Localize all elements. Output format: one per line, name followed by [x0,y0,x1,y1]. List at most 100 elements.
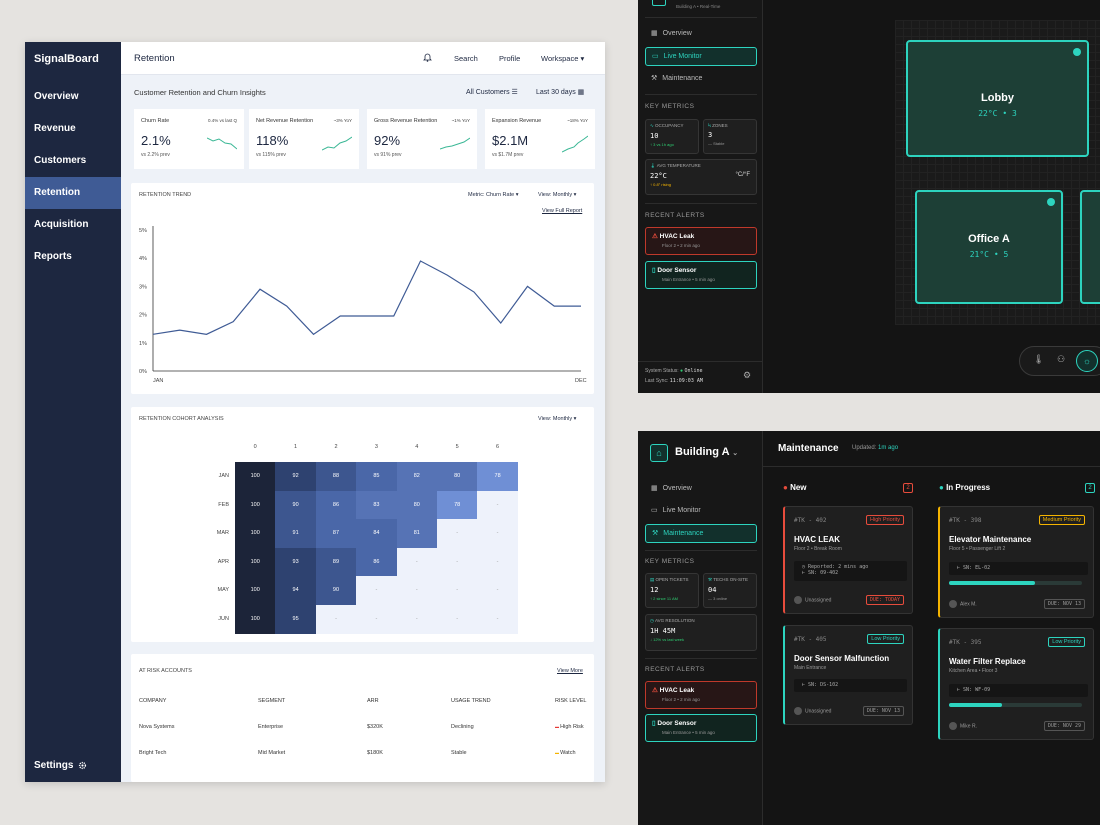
retention-trend-card: RETENTION TREND Metric: Churn Rate ▾ Vie… [131,183,594,394]
metric-techs: ⚒ TECHS ON-SITE 04 — 3 online [703,573,757,608]
cohort-cell: 100 [235,576,276,605]
metric-zones: ϟ ZONES 3 — Stable [703,119,757,154]
kpi-card-churn[interactable]: Churn Rate 0.4% vs last Q 2.1% vs 2.2% p… [134,109,244,169]
customer-filter[interactable]: All Customers ☰ [466,88,518,96]
bulb-icon[interactable]: ☼ [1076,350,1098,372]
maintenance-window: ⌂ Building A ⌄ ▦ Overview ▭ Live Monitor ⚒… [638,431,1100,825]
alert-door[interactable]: ▯ Door Sensor Main Entrance • 5 min ago [645,714,757,742]
y-tick-label: 0% [139,369,147,375]
alert-door[interactable]: ▯ Door Sensor Main Entrance • 5 min ago [645,261,757,289]
unit-toggle[interactable]: °C/°F [735,172,750,178]
sidebar-item-acquisition[interactable]: Acquisition [34,219,89,230]
trend-view-label: View: Monthly [538,192,573,198]
sparkline [440,137,470,150]
ticket-title: Door Sensor Malfunction [794,654,890,663]
page-title: Retention [134,53,175,64]
profile-link[interactable]: Profile [499,54,521,63]
room-status-dot [1073,48,1081,56]
view-full-report-link[interactable]: View Full Report [542,208,583,214]
nav-maintenance[interactable]: ⚒ Maintenance [645,69,757,88]
nav-overview[interactable]: ▦ Overview [645,24,757,43]
kpi-value: $2.1M [492,133,529,148]
table-cell: Stable [451,750,467,756]
room-office-a[interactable]: Office A 21°C • 5 [915,190,1063,304]
kpi-sub: vs 2.2% prev [141,152,170,158]
alert-hvac[interactable]: ⚠ HVAC Leak Floor 2 • 2 min ago [645,227,757,255]
cohort-view-dropdown[interactable]: View: Monthly ▾ [538,416,576,422]
risk-label: Watch [560,750,576,756]
cohort-cell: - [477,519,518,548]
view-more-link[interactable]: View More [557,668,583,674]
avatar [949,600,957,608]
divider [763,466,1100,467]
clock-icon: ◷ [802,564,806,570]
nav-maintenance-label: Maintenance [663,530,704,537]
nav-overview[interactable]: ▦ Overview [645,479,757,498]
metric-dropdown[interactable]: Metric: Churn Rate ▾ [468,192,518,198]
room-partial[interactable] [1080,190,1100,304]
room-lobby[interactable]: Lobby 22°C • 3 [906,40,1089,157]
users-icon[interactable]: ⚇ [1057,354,1066,364]
ticket-card[interactable]: #TK - 398 Medium Priority Elevator Maint… [938,506,1094,618]
ticket-details: ◷ Reported: 2 mins ago ⊢ SN: 09-402 [794,561,907,581]
last-sync: Last Sync: 11:09:03 AM [645,378,703,384]
ticket-id: #TK - 402 [794,517,827,524]
risk-label: High Risk [560,724,584,730]
kpi-card-nrr[interactable]: Net Revenue Retention ~3% YoY 118% vs 11… [249,109,359,169]
nav-live-monitor[interactable]: ▭ Live Monitor [645,501,757,520]
kpi-label: Gross Revenue Retention [374,118,438,124]
kpi-card-expansion[interactable]: Expansion Revenue ~18% YoY $2.1M vs $1.7… [485,109,595,169]
ticket-footer: Unassigned DUE: TODAY [794,595,904,605]
workspace-dropdown[interactable]: Workspace ▾ [541,54,584,63]
nav-live-monitor[interactable]: ▭ Live Monitor [645,47,757,66]
metric-value: 12 [650,586,659,594]
cohort-cell: - [477,547,518,577]
column-new-label: New [790,483,807,492]
ticket-details: ⊢ SN: WF-09 [949,684,1088,697]
settings-button[interactable]: Settings [34,760,87,771]
nav-maintenance[interactable]: ⚒ Maintenance [645,524,757,543]
thermometer-icon[interactable]: 🌡 [1033,354,1045,364]
sidebar-item-revenue[interactable]: Revenue [34,123,76,134]
sidebar-item-reports[interactable]: Reports [34,251,72,262]
trend-view-dropdown[interactable]: View: Monthly ▾ [538,192,576,198]
customer-filter-label: All Customers [466,89,510,96]
barcode-icon: ⊢ [957,687,961,693]
cohort-cell: 92 [275,462,316,491]
date-range-filter[interactable]: Last 30 days ▦ [536,88,584,96]
kpi-card-grr[interactable]: Gross Revenue Retention ~1% YoY 92% vs 9… [367,109,477,169]
top-bar: Retention Search Profile Workspace ▾ [121,42,605,75]
metric-value: 10 [650,132,659,140]
cohort-cell: 91 [275,519,316,548]
ticket-sn: SN: EL-02 [963,565,991,571]
gear-icon[interactable]: ⚙ [743,370,752,380]
metric-sub: — 3 online [708,596,728,601]
kpi-label: Churn Rate [141,118,170,124]
ticket-reported: Reported: 2 mins ago [808,564,869,570]
cohort-cell: 80 [437,462,478,491]
y-tick-label: 2% [139,313,147,319]
priority-badge: Low Priority [1048,637,1085,647]
ticket-card[interactable]: #TK - 405 Low Priority Door Sensor Malfu… [783,625,913,725]
divider [645,658,757,659]
ticket-card[interactable]: #TK - 402 High Priority HVAC LEAK Floor … [783,506,913,614]
thermometer-icon: 🌡 [650,163,656,168]
y-tick-label: 5% [139,228,147,234]
search-link[interactable]: Search [454,54,478,63]
cohort-cell: - [396,576,437,605]
ticket-card[interactable]: #TK - 395 Low Priority Water Filter Repl… [938,628,1094,740]
cohort-cell: - [477,490,518,520]
progress-track [949,581,1082,585]
bell-icon[interactable] [423,52,432,62]
sidebar-item-customers[interactable]: Customers [34,155,87,166]
chevron-down-icon: ▾ [515,192,519,198]
sidebar-item-retention[interactable]: Retention [25,177,121,209]
updated-info: Updated: 1m ago [852,445,898,451]
building-selector[interactable]: Building A ⌄ [675,446,738,458]
progress-fill [949,703,1003,707]
table-cell: Nova Systems [139,724,175,730]
clock-icon: ◷ [650,618,654,623]
alert-hvac[interactable]: ⚠ HVAC Leak Floor 2 • 2 min ago [645,681,757,709]
metric-sub: ↑ 2 since 11 AM [650,596,678,601]
sidebar-item-overview[interactable]: Overview [34,91,79,102]
